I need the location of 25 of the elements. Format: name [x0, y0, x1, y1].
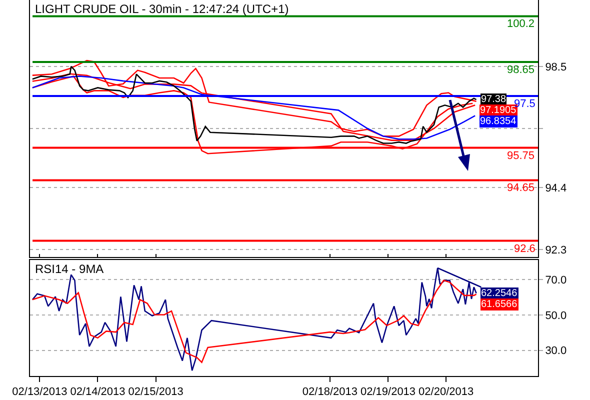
chart-title: LIGHT CRUDE OIL - 30min - 12:47:24 (UTC+1) — [35, 2, 289, 16]
data-label: 96.8354 — [480, 116, 517, 127]
chart-title: RSI14 - 9MA — [35, 262, 104, 276]
y-tick-label: 92.3 — [545, 244, 567, 256]
data-label: 97.38 — [481, 94, 506, 105]
y-tick-label: 98.5 — [545, 61, 567, 74]
ref-line-label: 98.65 — [507, 64, 535, 76]
y-tick-label: 30.0 — [545, 345, 567, 358]
x-tick-label: 02/20/2013 — [418, 386, 474, 398]
ref-line-label: 95.75 — [507, 150, 535, 162]
x-tick-label: 02/13/2013 — [12, 386, 68, 398]
x-tick-label: 02/19/2013 — [360, 386, 416, 398]
x-tick-label: 02/14/2013 — [70, 386, 126, 398]
ref-line-label: 100.2 — [507, 18, 535, 30]
y-tick-label: 94.4 — [545, 182, 567, 194]
data-label: 61.6566 — [481, 299, 518, 310]
x-tick-label: 02/15/2013 — [128, 386, 184, 398]
ref-line-label: 92.6 — [514, 243, 536, 255]
ref-line-label: 94.65 — [507, 182, 535, 194]
y-tick-label: 70.0 — [545, 274, 567, 286]
y-tick-label: 50.0 — [545, 310, 567, 322]
data-label: 97.1905 — [480, 105, 517, 116]
ref-line-label: 97.5 — [514, 98, 536, 110]
data-label: 62.2546 — [481, 288, 518, 299]
x-tick-label: 02/18/2013 — [302, 386, 358, 398]
